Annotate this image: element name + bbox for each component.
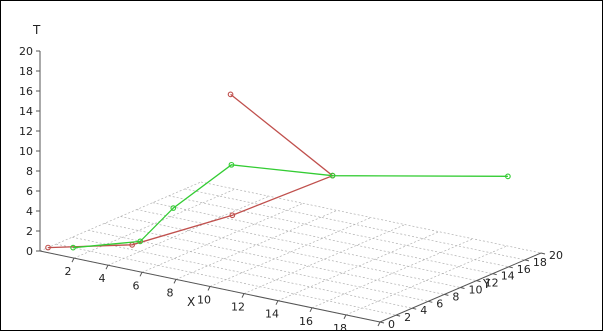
grid-line-y (120, 216, 461, 288)
grid-line-x (277, 231, 440, 302)
z-tick-label: 8 (26, 165, 33, 178)
series-1-point (505, 173, 511, 180)
z-tick-label: 10 (19, 145, 33, 158)
z-tick-label: 20 (19, 45, 33, 58)
x-tick (377, 321, 381, 327)
x-axis-label: X (187, 295, 195, 309)
y-tick (540, 252, 546, 255)
z-tick-label: 6 (26, 185, 33, 198)
x-tick (71, 257, 75, 263)
y-tick (379, 321, 385, 324)
x-tick-label: 18 (333, 322, 347, 330)
x-tick-label: 20 (367, 329, 381, 330)
y-tick-label: 10 (469, 284, 483, 297)
x-tick (173, 279, 177, 284)
z-tick-label: 18 (19, 65, 33, 78)
z-tick-label: 0 (26, 245, 33, 258)
x-tick-label: 16 (299, 315, 313, 328)
x-tick-label: 4 (99, 272, 106, 285)
y-tick (395, 314, 401, 317)
y-tick-label: 12 (485, 277, 499, 290)
series-1-line (73, 164, 508, 249)
grid-line-y (136, 209, 477, 281)
series-1-point (137, 238, 144, 245)
x-tick-label: 8 (167, 286, 174, 299)
y-tick-label: 0 (388, 318, 395, 330)
y-tick-label: 8 (452, 290, 459, 303)
z-tick-label: 14 (19, 105, 33, 118)
grid-line-y (168, 195, 509, 268)
floor-grid (39, 181, 542, 323)
grid-line-x (175, 210, 338, 280)
y-tick (508, 266, 513, 269)
x-tick (241, 293, 245, 298)
x-tick-label: 12 (231, 301, 245, 314)
x-tick-label: 10 (197, 294, 211, 307)
x-tick (139, 272, 143, 277)
series-0-point (227, 91, 234, 98)
y-tick-label: 18 (533, 256, 547, 269)
grid-line-y (72, 236, 413, 309)
grid-line-x (39, 181, 202, 252)
series-0-line (47, 93, 334, 249)
series-1-point (70, 244, 76, 251)
grid-line-x (141, 202, 304, 273)
y-axis-label: Y (482, 277, 491, 291)
grid-line-x (311, 238, 474, 309)
series-0-point (45, 244, 51, 251)
z-tick-label: 16 (19, 85, 33, 98)
grid-line-x (73, 188, 236, 259)
y-tick (476, 280, 481, 283)
grid-line-y (104, 223, 445, 295)
series-0-point (229, 212, 236, 219)
grid-line-x (209, 217, 372, 287)
y-tick (412, 307, 417, 310)
series-1-point (329, 172, 336, 179)
grid-line-x (243, 224, 406, 294)
z-tick-label: 12 (19, 125, 33, 138)
series (45, 91, 511, 251)
grid-line-y (56, 243, 397, 316)
y-tick-label: 6 (436, 297, 443, 310)
grid-line-y (184, 188, 525, 261)
z-tick-label: 4 (26, 205, 33, 218)
x-tick (309, 307, 313, 313)
series-1-point (228, 161, 235, 168)
y-tick-label: 2 (404, 311, 411, 324)
x-tick-label: 14 (265, 308, 279, 321)
x-tick (275, 300, 279, 305)
grid-line-y (88, 229, 429, 302)
grid-line-y (152, 202, 493, 275)
x-tick-label: 6 (133, 279, 140, 292)
z-tick-label: 2 (26, 225, 33, 238)
z-axis-label: T (32, 23, 41, 37)
x-tick (105, 264, 109, 270)
grid-line-y (200, 181, 542, 254)
x-tick-label: 2 (65, 265, 72, 278)
x-tick (343, 314, 347, 320)
y-tick (524, 259, 530, 262)
y-tick (492, 273, 497, 276)
x-tick (207, 286, 211, 291)
y-tick-label: 20 (549, 249, 563, 262)
y-tick-label: 14 (501, 270, 515, 283)
grid-line-x (107, 195, 270, 266)
y-tick (428, 300, 433, 303)
y-tick-label: 4 (420, 304, 427, 317)
grid-line-x (345, 245, 508, 316)
axes: 2468101214161820024681012141618200246810… (19, 45, 563, 330)
y-tick (460, 287, 465, 289)
series-1-point (170, 205, 177, 211)
y-tick-label: 16 (517, 263, 531, 276)
y-tick (444, 293, 449, 296)
